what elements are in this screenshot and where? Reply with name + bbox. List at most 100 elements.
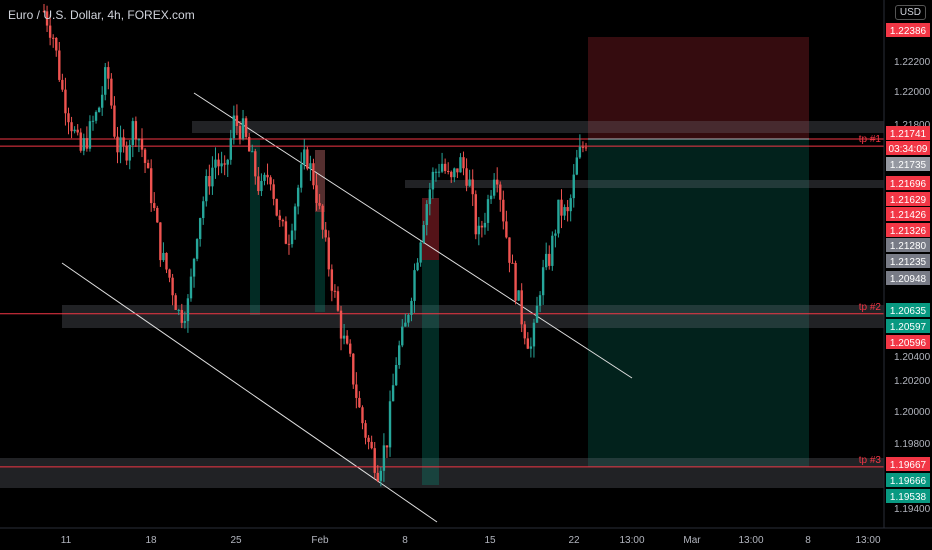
candle-body [459, 157, 462, 173]
candle-body [502, 199, 505, 222]
candle-body [447, 170, 450, 172]
y-tick-label: 1.20200 [894, 376, 931, 387]
candle-body [468, 179, 471, 186]
candle-body [119, 137, 122, 153]
candle-body [113, 105, 116, 137]
candle-body [107, 67, 110, 79]
candles-layer [42, 3, 588, 487]
chart-title: Euro / U.S. Dollar, 4h, FOREX.com [8, 8, 195, 22]
candle-body [480, 225, 484, 228]
price-label-bg [886, 271, 930, 285]
candle-body [578, 146, 582, 158]
price-label: 03:34:09 [889, 144, 928, 155]
price-label: 1.21741 [890, 129, 927, 140]
price-label: 1.19666 [890, 476, 927, 487]
price-label-bg [886, 223, 930, 237]
candle-body [358, 397, 361, 408]
candle-body [422, 225, 425, 243]
candle-body [492, 179, 496, 196]
candle-body [303, 149, 306, 165]
candle-body [330, 269, 334, 291]
box-red [315, 150, 325, 212]
price-label: 1.20948 [890, 274, 927, 285]
candle-body [410, 300, 413, 315]
candle-body [355, 384, 358, 398]
candle-body [293, 206, 297, 231]
candle-body [391, 385, 395, 402]
candle-body [477, 225, 481, 235]
candle-body [64, 89, 67, 114]
candle-body [342, 335, 346, 339]
candle-body [450, 171, 453, 178]
candle-body [180, 309, 183, 323]
candle-body [575, 157, 579, 175]
price-label-bg [886, 303, 930, 317]
level-lines [0, 138, 884, 468]
price-label-bg [886, 141, 930, 155]
candle-body [244, 118, 248, 137]
candle-body [367, 437, 370, 442]
candle-body [247, 136, 251, 152]
candle-body [104, 67, 107, 95]
trend-line-upper [193, 92, 633, 379]
candle-body [137, 139, 141, 141]
candle-body [584, 147, 588, 149]
candle-body [474, 194, 477, 235]
candle-body [428, 189, 432, 205]
candle-body [174, 295, 177, 310]
candle-body [364, 423, 367, 438]
candle-body [557, 199, 560, 234]
y-tick-label: 1.21800 [894, 120, 931, 131]
x-tick-label: 11 [61, 535, 72, 546]
candle-body [186, 298, 190, 322]
candle-body [499, 184, 502, 200]
candle-body [465, 168, 468, 186]
candle-body [156, 207, 159, 223]
candle-body [407, 314, 410, 323]
candle-body [287, 243, 291, 245]
candle-body [456, 168, 459, 173]
band-tp2 [62, 305, 884, 328]
candle-body [229, 138, 232, 160]
candle-body [165, 252, 168, 270]
candle-body [431, 171, 435, 190]
candle-body [300, 164, 303, 188]
candle-body [48, 25, 52, 38]
price-label-bg [886, 176, 930, 190]
candle-body [495, 179, 499, 185]
zones-layer [0, 36, 884, 488]
candle-body [55, 37, 58, 51]
candle-body [266, 174, 269, 178]
candle-body [324, 229, 327, 238]
band-tp1 [405, 180, 884, 188]
price-label-bg [886, 238, 930, 252]
candle-body [202, 201, 205, 219]
candle-body [214, 159, 217, 168]
candle-body [569, 198, 572, 212]
candle-body [296, 187, 300, 207]
candle-body [67, 113, 70, 123]
price-label: 1.20597 [890, 322, 927, 333]
candle-body [251, 151, 254, 153]
price-label: 1.21629 [890, 195, 927, 206]
candle-body [162, 252, 165, 261]
price-label: 1.21696 [890, 179, 927, 190]
candle-body [143, 149, 147, 163]
price-label-bg [886, 335, 930, 349]
currency-badge[interactable]: USD [894, 5, 926, 20]
price-labels: 1.22386 1.21741 03:34:09 1.21735 1.21696 1.21… [886, 23, 930, 503]
candle-body [508, 237, 511, 263]
candle-body [149, 168, 153, 204]
candle-body [548, 253, 551, 266]
candle-body [226, 159, 229, 165]
tp-label: tp #3 [859, 455, 882, 466]
candle-body [333, 290, 337, 292]
candle-body [373, 448, 376, 473]
candle-body [566, 207, 569, 212]
candle-body [223, 163, 226, 165]
candle-body [168, 269, 171, 278]
candle-body [453, 168, 456, 178]
candle-body [241, 118, 245, 139]
price-label-bg [886, 192, 930, 206]
